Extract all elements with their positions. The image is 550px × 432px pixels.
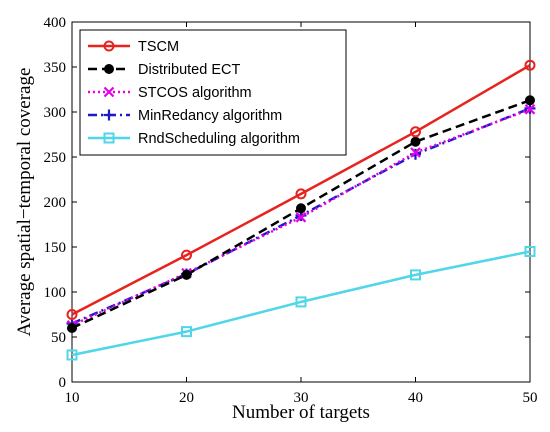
- legend-label: MinRedancy algorithm: [138, 108, 282, 124]
- legend-entry: Distributed ECT: [88, 62, 240, 78]
- y-tick-label: 350: [44, 60, 67, 76]
- legend-entry: TSCM: [88, 39, 179, 55]
- y-tick-label: 200: [44, 195, 67, 211]
- data-point: [66, 309, 78, 320]
- series-line: [71, 64, 531, 316]
- y-axis: 0 50 100 150 200 250 300 350 400: [44, 15, 530, 391]
- data-point: [67, 323, 77, 333]
- data-point: [296, 203, 306, 214]
- data-point: [525, 95, 535, 106]
- data-point: [181, 249, 192, 261]
- legend-label: STCOS algorithm: [138, 85, 252, 101]
- data-point: [524, 246, 536, 257]
- series-tscm: [66, 59, 536, 320]
- x-axis-title: Number of targets: [232, 402, 370, 423]
- data-point: [524, 104, 536, 115]
- x-tick-label: 10: [65, 390, 80, 406]
- x-tick-label: 30: [294, 390, 309, 406]
- y-tick-label: 150: [44, 240, 67, 256]
- legend-label: Distributed ECT: [138, 62, 240, 78]
- legend-swatch-marker: [103, 86, 115, 98]
- legend: TSCM Distributed ECT STCOS algorithm MinRed…: [79, 29, 347, 156]
- legend-entry: MinRedancy algorithm: [88, 108, 282, 124]
- x-tick-label: 50: [523, 390, 538, 406]
- y-tick-label: 0: [59, 375, 67, 391]
- data-point: [524, 59, 536, 71]
- y-axis-title: Average spatial−temporal coverage: [14, 68, 35, 337]
- data-point: [295, 212, 307, 223]
- legend-label: TSCM: [138, 39, 179, 55]
- data-point: [410, 136, 421, 147]
- legend-entry: STCOS algorithm: [88, 85, 252, 101]
- series-line: [71, 250, 531, 357]
- legend-swatch-marker: [103, 40, 115, 52]
- series-distributed-ect: [67, 95, 535, 333]
- y-tick-label: 300: [44, 105, 67, 121]
- data-point: [410, 147, 421, 158]
- x-axis: 10 20 30 40 50: [65, 22, 538, 406]
- data-point: [181, 269, 192, 280]
- data-point: [181, 326, 192, 338]
- y-tick-label: 100: [44, 285, 67, 301]
- data-point: [295, 296, 307, 308]
- legend-entry: RndScheduling algorithm: [88, 131, 300, 147]
- series-line: [71, 108, 531, 327]
- y-tick-label: 50: [51, 330, 66, 346]
- x-tick-label: 40: [408, 390, 423, 406]
- data-point: [295, 188, 307, 200]
- data-point: [410, 269, 421, 281]
- data-point: [410, 126, 421, 138]
- legend-swatch-marker: [103, 132, 115, 144]
- y-tick-label: 250: [44, 150, 67, 166]
- series-layer: [66, 59, 536, 361]
- x-tick-label: 20: [179, 390, 194, 406]
- legend-swatch-marker: [103, 109, 115, 121]
- y-tick-label: 400: [44, 15, 67, 31]
- data-point: [66, 349, 78, 361]
- legend-swatch-marker: [104, 64, 114, 74]
- series-rndscheduling-algorithm: [66, 246, 536, 361]
- legend-label: RndScheduling algorithm: [138, 131, 300, 147]
